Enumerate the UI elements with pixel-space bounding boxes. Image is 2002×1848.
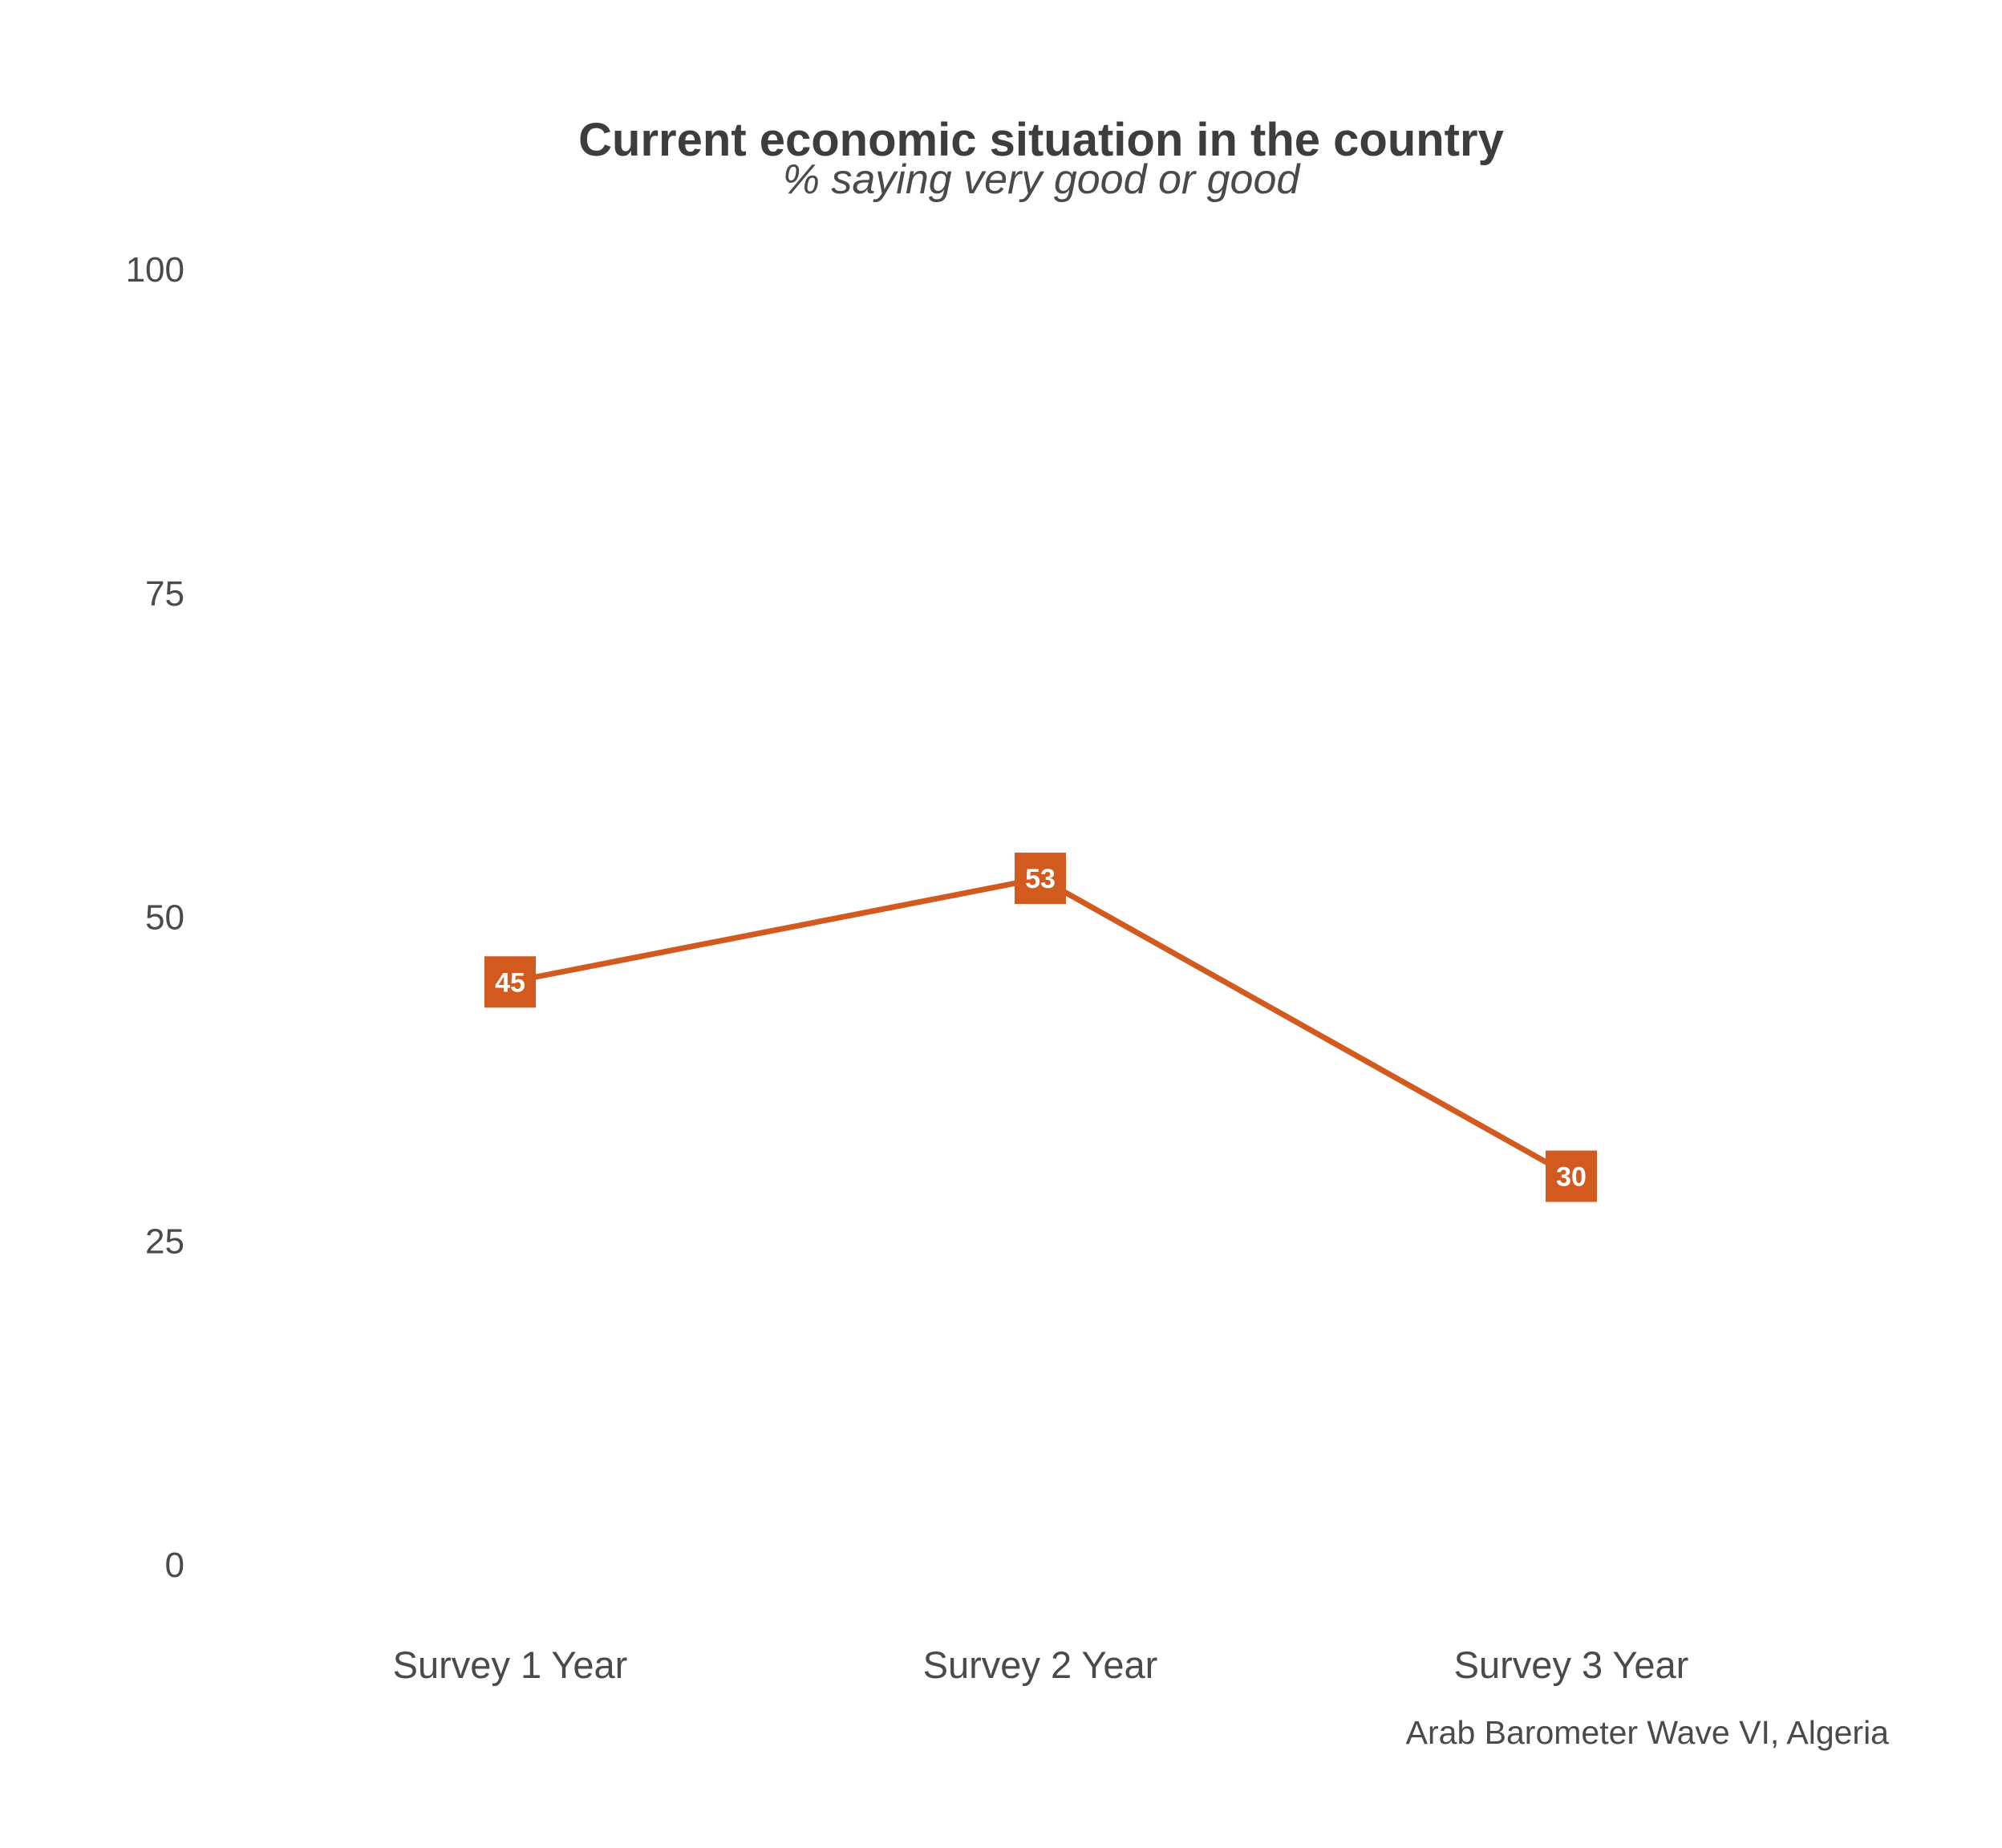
series-line-group: 45 53 30 [484, 853, 1597, 1202]
y-tick-label: 25 [145, 1222, 184, 1261]
data-label-box [1546, 1150, 1597, 1202]
x-tick-label: Survey 1 Year [393, 1643, 628, 1686]
data-point-marker: 30 [1546, 1150, 1597, 1202]
y-tick-label: 50 [145, 898, 184, 938]
series-line [509, 875, 1573, 1179]
chart-title: Current economic situation in the countr… [578, 114, 1504, 166]
x-tick-label: Survey 2 Year [923, 1643, 1158, 1686]
x-tick-label: Survey 3 Year [1454, 1643, 1689, 1686]
data-point-marker: 53 [1015, 853, 1066, 905]
data-label: 45 [495, 967, 525, 998]
data-label-box [1015, 853, 1066, 905]
chart-caption: Arab Barometer Wave VI, Algeria [1406, 1714, 1890, 1751]
data-label-box [484, 956, 536, 1008]
data-label: 53 [1025, 864, 1056, 894]
data-point-marker: 45 [484, 956, 536, 1008]
y-tick-label: 100 [126, 250, 184, 290]
chart-subtitle: % saying very good or good [783, 156, 1302, 203]
y-tick-label: 75 [145, 574, 184, 614]
x-axis-ticks: Survey 1 Year Survey 2 Year Survey 3 Year [393, 1643, 1689, 1686]
data-label: 30 [1556, 1162, 1587, 1193]
y-tick-label: 0 [165, 1546, 184, 1585]
y-axis-ticks: 0 25 50 75 100 [126, 250, 184, 1585]
